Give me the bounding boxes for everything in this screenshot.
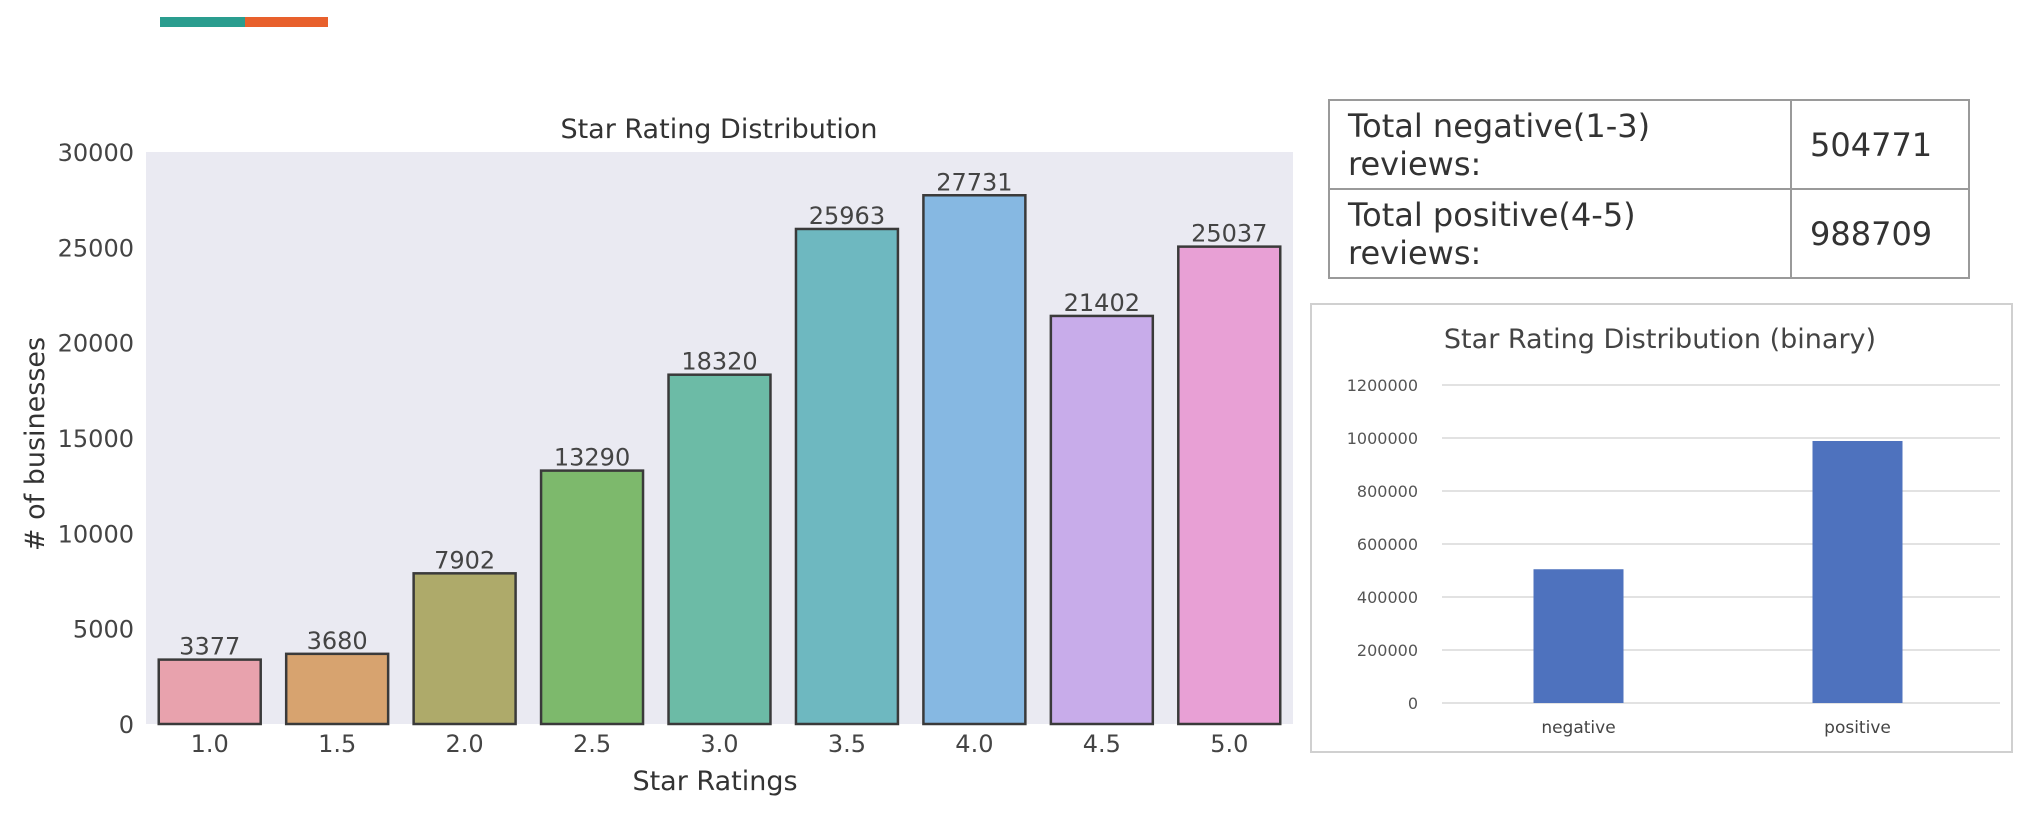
bar-value-label: 18320 — [681, 348, 757, 376]
x-tick-label: positive — [1824, 718, 1891, 738]
x-tick-label: 1.5 — [318, 730, 356, 758]
binary-chart-title: Star Rating Distribution (binary) — [1444, 324, 1876, 355]
positive-reviews-value: 988709 — [1790, 188, 1970, 279]
bar — [1533, 569, 1624, 703]
accent-bar-teal — [160, 17, 245, 27]
bar — [1177, 245, 1282, 726]
chart-frame — [1310, 303, 2013, 753]
positive-reviews-label: Total positive(4-5) reviews: — [1328, 188, 1792, 279]
bar-value-label: 3680 — [307, 627, 368, 655]
bar-value-label: 21402 — [1064, 289, 1140, 317]
y-tick-label: 400000 — [1357, 588, 1418, 607]
bar — [1812, 440, 1903, 703]
x-tick-label: 5.0 — [1210, 730, 1248, 758]
x-tick-label: 3.0 — [700, 730, 738, 758]
y-tick-label: 15000 — [58, 425, 134, 453]
bar — [1049, 314, 1155, 726]
y-axis-label: # of businesses — [20, 337, 51, 551]
y-tick-label: 1200000 — [1347, 376, 1418, 395]
accent-bar-orange — [245, 17, 328, 27]
x-tick-label: 2.0 — [446, 730, 484, 758]
bar-value-label: 25963 — [809, 202, 885, 230]
bar — [667, 373, 772, 726]
bar-value-label: 27731 — [936, 168, 1012, 196]
x-axis-label: Star Ratings — [632, 766, 797, 797]
bar — [157, 658, 262, 726]
y-tick-label: 600000 — [1357, 535, 1418, 554]
negative-reviews-value: 504771 — [1790, 99, 1970, 190]
y-tick-label: 30000 — [58, 139, 134, 167]
bar-value-label: 25037 — [1191, 220, 1267, 248]
table-row: Total negative(1-3) reviews: 504771 — [1328, 99, 1970, 190]
x-tick-label: 1.0 — [191, 730, 229, 758]
y-tick-label: 20000 — [58, 330, 134, 358]
x-tick-label: negative — [1541, 718, 1615, 738]
review-summary-table: Total negative(1-3) reviews: 504771 Tota… — [1328, 99, 1970, 279]
y-tick-label: 25000 — [58, 234, 134, 262]
y-tick-label: 5000 — [73, 616, 134, 644]
bar — [539, 469, 645, 726]
x-tick-label: 4.0 — [955, 730, 993, 758]
y-tick-label: 200000 — [1357, 641, 1418, 660]
y-tick-label: 800000 — [1357, 482, 1418, 501]
negative-reviews-label: Total negative(1-3) reviews: — [1328, 99, 1792, 190]
binary-star-rating-chart: Star Rating Distribution (binary) 0 20000… — [1310, 303, 2013, 753]
bar — [794, 227, 900, 726]
bar — [284, 652, 390, 726]
bar-value-label: 7902 — [434, 546, 495, 574]
bar — [412, 572, 517, 726]
table-row: Total positive(4-5) reviews: 988709 — [1328, 188, 1970, 279]
bar-value-label: 13290 — [554, 444, 630, 472]
x-tick-label: 3.5 — [828, 730, 866, 758]
y-tick-label: 1000000 — [1347, 429, 1418, 448]
bar — [922, 194, 1027, 726]
y-tick-label: 0 — [1408, 694, 1418, 713]
bar-value-label: 3377 — [179, 633, 240, 661]
y-tick-label: 10000 — [58, 520, 134, 548]
x-tick-label: 2.5 — [573, 730, 611, 758]
x-tick-label: 4.5 — [1083, 730, 1121, 758]
star-rating-distribution-chart: Star Rating Distribution 0 5000 10000 15000… — [20, 114, 1293, 797]
chart-title: Star Rating Distribution — [560, 114, 877, 145]
y-tick-label: 0 — [119, 711, 134, 739]
